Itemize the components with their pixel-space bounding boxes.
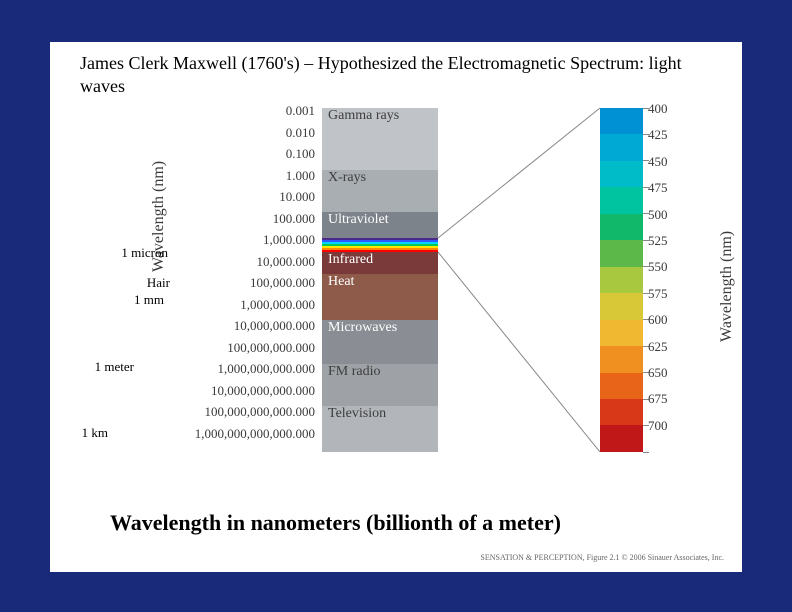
spectrum-band: Ultraviolet: [322, 212, 438, 238]
visible-segment: [600, 240, 643, 266]
spectrum-band: Microwaves: [322, 320, 438, 364]
visible-tick: 650: [648, 365, 668, 391]
main-tick: 1,000,000,000.000: [175, 362, 315, 384]
spectrum-band: Infrared: [322, 252, 438, 274]
scale-note: 1 micron: [112, 245, 168, 261]
visible-tick: 450: [648, 154, 668, 180]
main-axis-ticks: 0.0010.0100.1001.00010.000100.0001,000.0…: [175, 104, 315, 448]
visible-spectrum-bar: [600, 108, 643, 452]
visible-segment: [600, 108, 643, 134]
visible-tick: 525: [648, 233, 668, 259]
visible-segment: [600, 267, 643, 293]
visible-axis-ticks: 400425450475500525550575600625650675700: [648, 101, 668, 444]
em-spectrum-bar: Gamma raysX-raysUltraviolet InfraredHeatM…: [322, 108, 438, 452]
visible-tick: 425: [648, 127, 668, 153]
slide-title: James Clerk Maxwell (1760's) – Hypothesi…: [80, 52, 710, 99]
visible-segment: [600, 187, 643, 213]
main-tick: 0.001: [175, 104, 315, 126]
copyright: SENSATION & PERCEPTION, Figure 2.1 © 200…: [480, 553, 724, 562]
connector-lines: [438, 108, 600, 452]
scale-note: Hair: [130, 275, 170, 291]
visible-tick: 575: [648, 286, 668, 312]
visible-segment: [600, 293, 643, 319]
main-tick: 100.000: [175, 212, 315, 234]
visible-segment: [600, 320, 643, 346]
visible-tick: 700: [648, 418, 668, 444]
main-tick: 10,000,000.000: [175, 319, 315, 341]
main-tick: 1,000,000,000,000.000: [175, 427, 315, 449]
main-tick: 10,000,000,000.000: [175, 384, 315, 406]
visible-segment: [600, 425, 643, 451]
visible-tick: 600: [648, 312, 668, 338]
main-tick: 10.000: [175, 190, 315, 212]
visible-tick: 475: [648, 180, 668, 206]
visible-tick: 625: [648, 339, 668, 365]
main-tick: 10,000.000: [175, 255, 315, 277]
visible-segment: [600, 346, 643, 372]
visible-axis-label: Wavelength (nm): [718, 231, 736, 342]
scale-note: 1 km: [72, 425, 108, 441]
visible-segment: [600, 134, 643, 160]
spectrum-band: Heat: [322, 274, 438, 320]
visible-tick: 675: [648, 391, 668, 417]
spectrum-band: X-rays: [322, 170, 438, 212]
visible-segment: [600, 399, 643, 425]
main-tick: 0.010: [175, 126, 315, 148]
spectrum-band: Television: [322, 406, 438, 452]
visible-segment: [600, 214, 643, 240]
visible-tickmark: [643, 452, 649, 453]
visible-segment: [600, 373, 643, 399]
visible-tick: 500: [648, 207, 668, 233]
spectrum-band: Gamma rays: [322, 108, 438, 170]
visible-light-strip: [322, 238, 438, 252]
main-tick: 1.000: [175, 169, 315, 191]
main-tick: 100,000,000.000: [175, 341, 315, 363]
main-tick: 100,000.000: [175, 276, 315, 298]
caption: Wavelength in nanometers (billionth of a…: [110, 510, 561, 536]
scale-note: 1 mm: [124, 292, 164, 308]
spectrum-band: FM radio: [322, 364, 438, 406]
visible-segment: [600, 161, 643, 187]
main-tick: 1,000,000.000: [175, 298, 315, 320]
visible-tick: 550: [648, 259, 668, 285]
scale-note: 1 meter: [84, 359, 134, 375]
main-tick: 0.100: [175, 147, 315, 169]
main-tick: 100,000,000,000.000: [175, 405, 315, 427]
main-tick: 1,000.000: [175, 233, 315, 255]
slide-panel: James Clerk Maxwell (1760's) – Hypothesi…: [50, 42, 742, 572]
visible-tick: 400: [648, 101, 668, 127]
